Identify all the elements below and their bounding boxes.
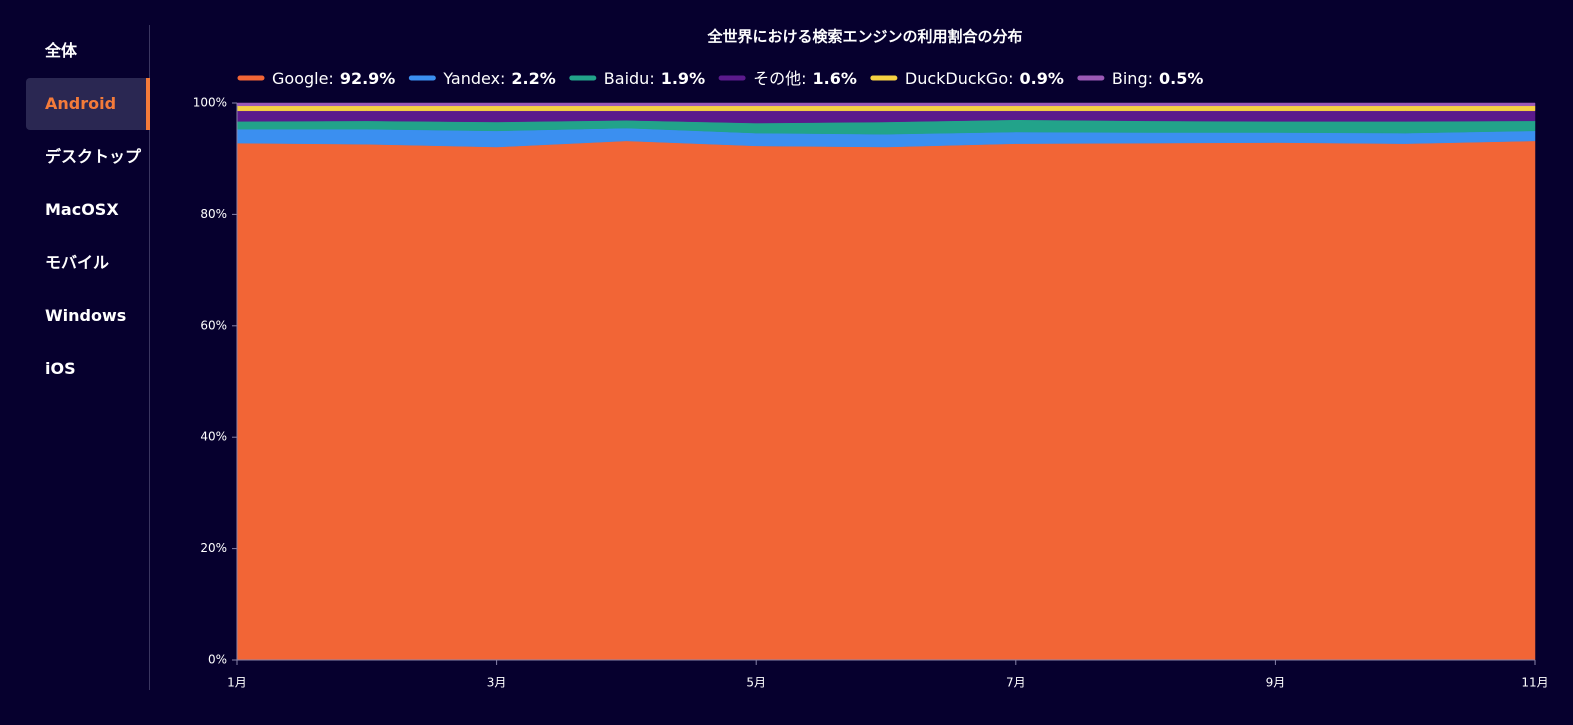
legend-separator: :: [801, 69, 806, 88]
area: [236, 105, 1536, 112]
nav-item[interactable]: Android: [26, 78, 150, 130]
legend-share: 1.9%: [661, 69, 705, 88]
chart-title: 全世界における検索エンジンの利用割合の分布: [706, 28, 1022, 46]
legend-entry: Baidu: 1.9%: [604, 69, 705, 88]
legend-name: Baidu: [604, 69, 650, 88]
legend-separator: :: [649, 69, 654, 88]
legend-share: 92.9%: [340, 69, 396, 88]
nav-item[interactable]: iOS: [45, 359, 76, 378]
nav-item[interactable]: MacOSX: [45, 200, 119, 219]
y-tick-label: 100%: [193, 96, 227, 110]
area: [236, 102, 1536, 107]
nav-item[interactable]: 全体: [45, 41, 78, 60]
y-tick-label: 40%: [200, 430, 227, 444]
x-tick-label: 7月: [1006, 676, 1026, 690]
x-tick-label: 1月: [227, 676, 247, 690]
legend-name: Bing: [1112, 69, 1148, 88]
area: [236, 110, 1536, 124]
legend-entry: DuckDuckGo: 0.9%: [905, 69, 1064, 88]
legend-entry: Google: 92.9%: [272, 69, 395, 88]
nav-item[interactable]: Windows: [45, 306, 127, 325]
legend-separator: :: [328, 69, 333, 88]
y-tick-label: 20%: [200, 541, 227, 555]
legend-name: DuckDuckGo: [905, 69, 1008, 88]
x-tick-label: 9月: [1266, 676, 1286, 690]
legend-name: Yandex: [442, 69, 500, 88]
legend-share: 0.9%: [1020, 69, 1064, 88]
nav-item[interactable]: デスクトップ: [45, 147, 142, 166]
sidebar: 全体 Android デスクトップ MacOSX モバイル Windows iOS: [0, 25, 150, 690]
legend-name: Google: [272, 69, 328, 88]
legend-separator: :: [500, 69, 505, 88]
x-tick-label: 3月: [487, 676, 507, 690]
legend-name: その他: [753, 69, 801, 88]
legend-share: 0.5%: [1159, 69, 1203, 88]
legend-separator: :: [1008, 69, 1013, 88]
legend-entry: その他: 1.6%: [753, 69, 857, 88]
area: [236, 140, 1536, 661]
legend-entry: Yandex: 2.2%: [442, 69, 555, 88]
nav-item[interactable]: モバイル: [45, 253, 110, 272]
legend-entry: Bing: 0.5%: [1112, 69, 1203, 88]
x-tick-label: 11月: [1521, 676, 1548, 690]
legend-separator: :: [1148, 69, 1153, 88]
y-tick-label: 80%: [200, 207, 227, 221]
y-tick-label: 0%: [208, 653, 227, 667]
y-tick-label: 60%: [200, 318, 227, 332]
legend-share: 1.6%: [813, 69, 857, 88]
x-tick-label: 5月: [746, 676, 766, 690]
legend-share: 2.2%: [511, 69, 555, 88]
